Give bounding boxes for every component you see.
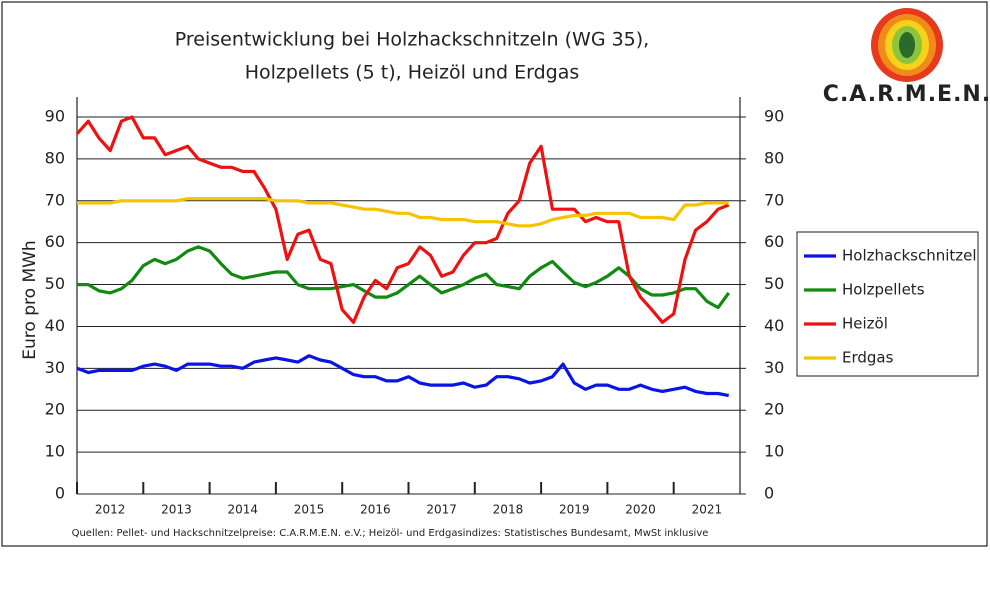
y2-tick-label: 0	[764, 484, 774, 503]
y2-tick-label: 60	[764, 232, 784, 251]
series-line	[77, 245, 730, 310]
chart-subtitle: Holzpellets (5 t), Heizöl und Erdgas	[245, 62, 580, 84]
x-tick-label: 2021	[692, 503, 723, 517]
legend-label: Holzpellets	[842, 281, 925, 299]
x-tick-label: 2015	[294, 503, 325, 517]
chart-title: Preisentwicklung bei Holzhackschnitzeln …	[175, 29, 649, 51]
x-tick-label: 2016	[360, 503, 391, 517]
y-tick-label: 50	[45, 274, 65, 293]
y2-tick-label: 80	[764, 148, 784, 167]
legend-label: Holzhackschnitzel	[842, 247, 977, 265]
y-tick-label: 60	[45, 232, 65, 251]
y2-tick-label: 70	[764, 190, 784, 209]
logo-text: C.A.R.M.E.N.	[823, 82, 990, 107]
x-tick-label: 2017	[426, 503, 457, 517]
legend-label: Erdgas	[842, 349, 894, 367]
legend-label: Heizöl	[842, 315, 888, 333]
series-line	[75, 115, 730, 324]
y-tick-label: 70	[45, 190, 65, 209]
series-line	[77, 197, 729, 228]
y2-tick-label: 30	[764, 358, 784, 377]
x-tick-label: 2020	[625, 503, 656, 517]
y-tick-label: 0	[55, 484, 65, 503]
x-tick-label: 2018	[493, 503, 524, 517]
y-tick-label: 90	[45, 107, 65, 126]
y-tick-label: 10	[45, 442, 65, 461]
y-tick-label: 30	[45, 358, 65, 377]
y2-tick-label: 50	[764, 274, 784, 293]
y-tick-label: 80	[45, 148, 65, 167]
y2-tick-label: 90	[764, 107, 784, 126]
x-tick-label: 2019	[559, 503, 590, 517]
y-tick-label: 20	[45, 400, 65, 419]
source-note: Quellen: Pellet- und Hackschnitzelpreise…	[72, 528, 709, 539]
x-tick-label: 2014	[227, 503, 258, 517]
y-axis-label: Euro pro MWh	[20, 240, 40, 359]
series-line	[76, 354, 730, 398]
y2-tick-label: 20	[764, 400, 784, 419]
logo-emblem	[871, 8, 943, 82]
x-tick-label: 2012	[95, 503, 126, 517]
y-tick-label: 40	[45, 316, 65, 335]
y2-tick-label: 10	[764, 442, 784, 461]
y2-tick-label: 40	[764, 316, 784, 335]
x-tick-label: 2013	[161, 503, 192, 517]
